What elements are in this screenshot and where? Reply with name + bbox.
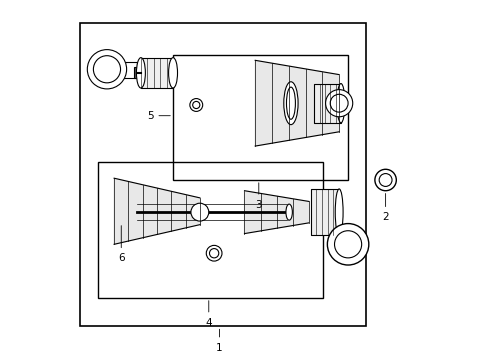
Circle shape [374, 169, 395, 191]
Circle shape [189, 99, 203, 111]
Ellipse shape [168, 58, 177, 88]
Bar [141, 58, 173, 88]
Text: 4: 4 [205, 301, 212, 328]
Text: 2: 2 [382, 193, 388, 222]
Circle shape [206, 246, 222, 261]
Circle shape [209, 249, 218, 258]
Ellipse shape [286, 87, 295, 119]
Circle shape [326, 224, 368, 265]
Bar [310, 189, 339, 235]
Ellipse shape [283, 82, 298, 125]
Ellipse shape [335, 189, 343, 235]
Bar [123, 62, 137, 78]
Text: 6: 6 [118, 226, 124, 263]
Circle shape [334, 231, 361, 258]
Bar [173, 55, 347, 180]
Bar [80, 23, 365, 327]
Text: 5: 5 [146, 111, 170, 121]
Polygon shape [114, 178, 200, 244]
Circle shape [378, 174, 391, 186]
Circle shape [192, 102, 200, 109]
Ellipse shape [136, 58, 145, 88]
Circle shape [329, 94, 347, 112]
Circle shape [93, 56, 121, 83]
Ellipse shape [336, 84, 344, 123]
Circle shape [190, 203, 208, 221]
Ellipse shape [285, 204, 292, 220]
Polygon shape [255, 60, 339, 146]
Circle shape [325, 90, 352, 117]
Circle shape [87, 50, 126, 89]
Text: 3: 3 [255, 183, 262, 210]
Bar [313, 84, 340, 123]
Bar [98, 162, 323, 298]
Bar [134, 67, 139, 78]
Polygon shape [244, 191, 308, 234]
Text: 1: 1 [216, 329, 223, 352]
